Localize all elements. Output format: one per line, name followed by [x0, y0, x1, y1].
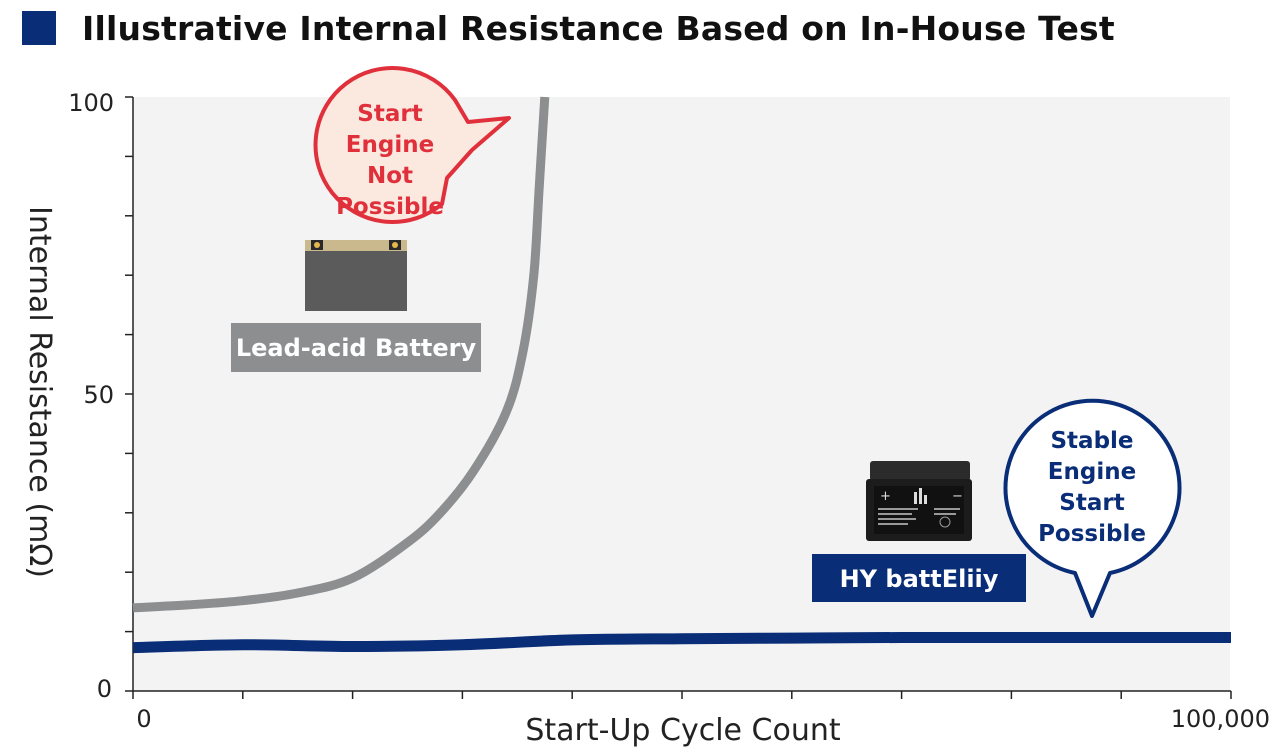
plot-background — [133, 97, 1230, 691]
hy-battery-label-text: HY battEliiy — [840, 565, 999, 593]
y-tick-label-100: 100 — [68, 89, 114, 117]
y-tick-label-0: 0 — [97, 675, 112, 703]
y-axis-title: Internal Resistance (mΩ) — [22, 206, 57, 578]
hy-bubble-line-3: Start — [1059, 490, 1124, 516]
title-block: Illustrative Internal Resistance Based o… — [22, 6, 1115, 50]
hy-bubble: Stable Engine Start Possible — [1003, 398, 1182, 618]
lead-acid-label: Lead-acid Battery — [231, 323, 481, 372]
tick-marks — [125, 96, 1232, 699]
lead-acid-bubble: Start Engine Not Possible — [313, 66, 511, 224]
lead-acid-battery-icon — [305, 240, 407, 311]
hy-bubble-line-1: Stable — [1050, 428, 1133, 454]
lead-bubble-line-1: Start — [357, 101, 422, 127]
lead-acid-label-text: Lead-acid Battery — [236, 334, 477, 362]
x-axis-title: Start-Up Cycle Count — [525, 713, 841, 748]
hy-battery-icon: + − — [866, 461, 972, 541]
svg-text:−: − — [952, 489, 963, 504]
lead-bubble-line-3: Not — [367, 163, 413, 189]
hy-bubble-line-4: Possible — [1038, 521, 1146, 547]
lead-bubble-line-4: Possible — [336, 194, 444, 220]
series-line-hy-battery — [132, 631, 1231, 654]
hy-bubble-line-2: Engine — [1048, 459, 1136, 485]
title-square-icon — [22, 11, 56, 45]
series-line-lead-acid — [132, 96, 550, 613]
lead-bubble-line-2: Engine — [346, 132, 434, 158]
chart-title: Illustrative Internal Resistance Based o… — [82, 8, 1115, 48]
svg-text:+: + — [880, 489, 891, 504]
x-tick-label-0: 0 — [136, 705, 151, 733]
x-tick-label-100000: 100,000 — [1171, 705, 1270, 733]
hy-battery-label: HY battEliiy — [812, 554, 1026, 602]
y-tick-label-50: 50 — [83, 381, 114, 409]
